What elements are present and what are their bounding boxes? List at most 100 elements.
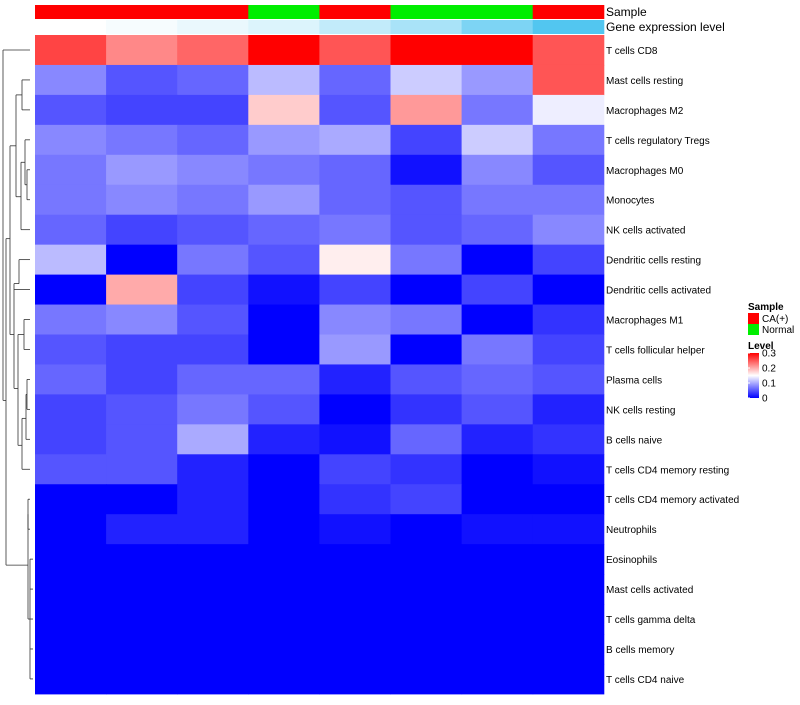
legend-level-tick-label: 0.1 bbox=[762, 379, 776, 390]
expression-annotation-cell bbox=[319, 20, 391, 34]
heatmap-cell bbox=[319, 544, 391, 574]
heatmap-cell bbox=[106, 65, 178, 95]
heatmap-cell bbox=[462, 484, 534, 514]
heatmap-cell bbox=[319, 604, 391, 634]
heatmap-cell bbox=[106, 364, 178, 394]
row-label: Macrophages M2 bbox=[606, 106, 684, 117]
heatmap-cell bbox=[319, 125, 391, 155]
heatmap-cell bbox=[248, 125, 320, 155]
heatmap-cell bbox=[391, 514, 463, 544]
legend-level-tick-label: 0 bbox=[762, 394, 768, 405]
row-label: NK cells activated bbox=[606, 226, 685, 237]
heatmap-cell bbox=[248, 424, 320, 454]
annotation-label-expression: Gene expression level bbox=[606, 20, 725, 34]
row-label: Dendritic cells activated bbox=[606, 286, 711, 297]
heatmap-cell bbox=[319, 155, 391, 185]
heatmap-cell bbox=[319, 215, 391, 245]
heatmap-cell bbox=[35, 185, 107, 215]
heatmap-cell bbox=[533, 664, 605, 694]
heatmap-cell bbox=[35, 424, 107, 454]
heatmap-cell bbox=[462, 604, 534, 634]
heatmap-cell bbox=[462, 574, 534, 604]
heatmap-cell bbox=[391, 424, 463, 454]
expression-annotation-cell bbox=[177, 20, 249, 34]
heatmap-cell bbox=[248, 155, 320, 185]
heatmap-cell bbox=[319, 574, 391, 604]
legend-label-ca: CA(+) bbox=[762, 314, 788, 325]
heatmap-cell bbox=[106, 155, 178, 185]
heatmap-cell bbox=[533, 305, 605, 335]
heatmap-cell bbox=[391, 215, 463, 245]
heatmap-cell bbox=[106, 664, 178, 694]
heatmap-cell bbox=[533, 215, 605, 245]
heatmap-cell bbox=[462, 664, 534, 694]
sample-annotation-cell bbox=[462, 5, 534, 19]
heatmap-cell bbox=[533, 424, 605, 454]
heatmap-cell bbox=[177, 65, 249, 95]
heatmap-cell bbox=[177, 275, 249, 305]
heatmap-cell bbox=[391, 245, 463, 275]
heatmap-cell bbox=[533, 125, 605, 155]
heatmap-cell bbox=[462, 335, 534, 365]
row-label: T cells CD4 memory resting bbox=[606, 465, 729, 476]
heatmap-cell bbox=[462, 65, 534, 95]
heatmap-cell bbox=[319, 664, 391, 694]
heatmap-cell bbox=[177, 394, 249, 424]
heatmap-cell bbox=[462, 215, 534, 245]
heatmap-cell bbox=[462, 424, 534, 454]
heatmap-cell bbox=[35, 544, 107, 574]
heatmap-cell bbox=[391, 335, 463, 365]
heatmap-cell bbox=[391, 664, 463, 694]
row-label: Macrophages M0 bbox=[606, 166, 684, 177]
heatmap-cell bbox=[319, 35, 391, 65]
heatmap-cell bbox=[319, 185, 391, 215]
heatmap-cell bbox=[177, 95, 249, 125]
heatmap-cell bbox=[106, 215, 178, 245]
heatmap-cell bbox=[391, 155, 463, 185]
heatmap-figure: T cells CD8 Mast cells resting Macrophages… bbox=[0, 0, 800, 700]
sample-annotation-cell bbox=[533, 5, 605, 19]
heatmap-cell bbox=[462, 634, 534, 664]
heatmap-cell bbox=[35, 335, 107, 365]
heatmap-cell bbox=[533, 544, 605, 574]
heatmap-cell bbox=[319, 424, 391, 454]
row-label: T cells follicular helper bbox=[606, 345, 705, 356]
heatmap-cell bbox=[177, 215, 249, 245]
heatmap-cell bbox=[319, 65, 391, 95]
heatmap-cell bbox=[391, 275, 463, 305]
heatmap-cell bbox=[35, 155, 107, 185]
heatmap-cell bbox=[533, 574, 605, 604]
heatmap-cell bbox=[35, 664, 107, 694]
heatmap-cell bbox=[106, 275, 178, 305]
legend-level-tick-label: 0.3 bbox=[762, 349, 776, 360]
heatmap-cell bbox=[35, 215, 107, 245]
heatmap-cell bbox=[248, 364, 320, 394]
heatmap-cell bbox=[35, 364, 107, 394]
heatmap-cell bbox=[533, 514, 605, 544]
heatmap-cell bbox=[35, 484, 107, 514]
heatmap-cell bbox=[533, 65, 605, 95]
row-label: B cells memory bbox=[606, 645, 674, 656]
heatmap-cell bbox=[106, 514, 178, 544]
legend-sample-title: Sample bbox=[748, 302, 784, 313]
heatmap-cell bbox=[106, 335, 178, 365]
heatmap-cell bbox=[319, 245, 391, 275]
heatmap-cell bbox=[319, 95, 391, 125]
heatmap-cell bbox=[106, 634, 178, 664]
heatmap-cell bbox=[248, 544, 320, 574]
heatmap-cell bbox=[177, 125, 249, 155]
heatmap-cell bbox=[391, 125, 463, 155]
heatmap-cell bbox=[106, 484, 178, 514]
heatmap-cell bbox=[248, 664, 320, 694]
heatmap-cell bbox=[35, 604, 107, 634]
row-label: Dendritic cells resting bbox=[606, 256, 701, 267]
heatmap-cell bbox=[391, 364, 463, 394]
heatmap-cell bbox=[35, 95, 107, 125]
heatmap-cell bbox=[462, 95, 534, 125]
heatmap-cell bbox=[391, 604, 463, 634]
heatmap-cell bbox=[462, 125, 534, 155]
heatmap-cell bbox=[319, 335, 391, 365]
expression-annotation-cell bbox=[35, 20, 107, 34]
heatmap-cell bbox=[248, 514, 320, 544]
heatmap-cell bbox=[533, 275, 605, 305]
